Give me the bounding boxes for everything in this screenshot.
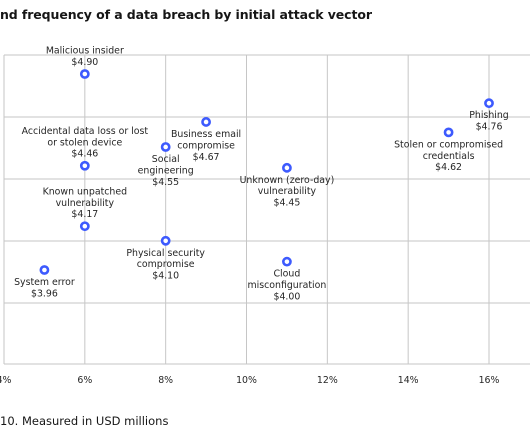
- data-point-name-label: Phishing: [469, 110, 509, 121]
- data-point-name-label: Business email: [171, 129, 241, 140]
- x-tick-label: 6%: [77, 375, 92, 386]
- data-point-name-label: credentials: [423, 151, 475, 162]
- data-point-name-label: Known unpatched: [43, 186, 128, 197]
- data-point-name-label: misconfiguration: [248, 280, 327, 291]
- data-point-marker[interactable]: [79, 160, 90, 171]
- x-tick-label: 12%: [317, 375, 338, 386]
- chart-title: nd frequency of a data breach by initial…: [0, 7, 372, 22]
- data-point-marker[interactable]: [39, 265, 50, 275]
- data-point-name-label: vulnerability: [56, 198, 115, 209]
- data-point-name-label: vulnerability: [258, 186, 317, 197]
- data-point-name-label: compromise: [137, 259, 195, 270]
- data-point-marker[interactable]: [79, 69, 90, 79]
- data-point-name-label: or stolen device: [47, 137, 122, 148]
- x-tick-label: 4%: [0, 375, 12, 386]
- data-point-name-label: Physical security: [126, 248, 205, 259]
- data-point-value-label: $4.17: [71, 209, 98, 220]
- x-tick-label: 14%: [398, 375, 419, 386]
- data-point-value-label: $4.10: [152, 271, 179, 282]
- data-point-marker[interactable]: [79, 221, 90, 232]
- x-tick-label: 10%: [236, 375, 257, 386]
- data-point-value-label: $4.46: [71, 149, 98, 160]
- data-point-marker[interactable]: [160, 235, 171, 246]
- data-point-marker[interactable]: [282, 162, 292, 173]
- x-tick-label: 8%: [158, 375, 173, 386]
- data-point-name-label: Stolen or compromised: [394, 139, 503, 150]
- data-point-name-label: Accidental data loss or lost: [22, 126, 149, 137]
- data-point-name-label: Malicious insider: [46, 46, 124, 57]
- data-point-marker[interactable]: [201, 117, 211, 127]
- data-point-name-label: compromise: [177, 140, 235, 151]
- data-point-name-label: Unknown (zero-day): [240, 175, 335, 186]
- data-point-name-label: System error: [14, 277, 75, 288]
- data-point-value-label: $3.96: [31, 288, 58, 299]
- data-point-value-label: $4.00: [273, 291, 300, 302]
- data-point-value-label: $4.76: [476, 122, 503, 133]
- data-point-value-label: $4.67: [193, 152, 220, 163]
- data-point-value-label: $4.45: [273, 198, 300, 209]
- data-point-marker[interactable]: [160, 142, 171, 152]
- data-point-value-label: $4.90: [71, 57, 98, 68]
- data-point-value-label: $4.62: [435, 162, 462, 173]
- data-point-marker[interactable]: [484, 98, 494, 109]
- scatter-chart: 4% 6% 8% 10% 12% 14% 16% Malicious insider$4.90…: [0, 46, 530, 386]
- x-tick-label: 16%: [479, 375, 500, 386]
- data-point-value-label: $4.55: [152, 177, 179, 188]
- data-point-name-label: Social: [152, 154, 180, 165]
- data-point-name-label: engineering: [138, 165, 194, 176]
- data-point-marker[interactable]: [282, 256, 292, 267]
- data-point-name-label: Cloud: [274, 269, 301, 280]
- data-point-marker[interactable]: [443, 127, 454, 138]
- footnote: 10. Measured in USD millions: [0, 414, 169, 428]
